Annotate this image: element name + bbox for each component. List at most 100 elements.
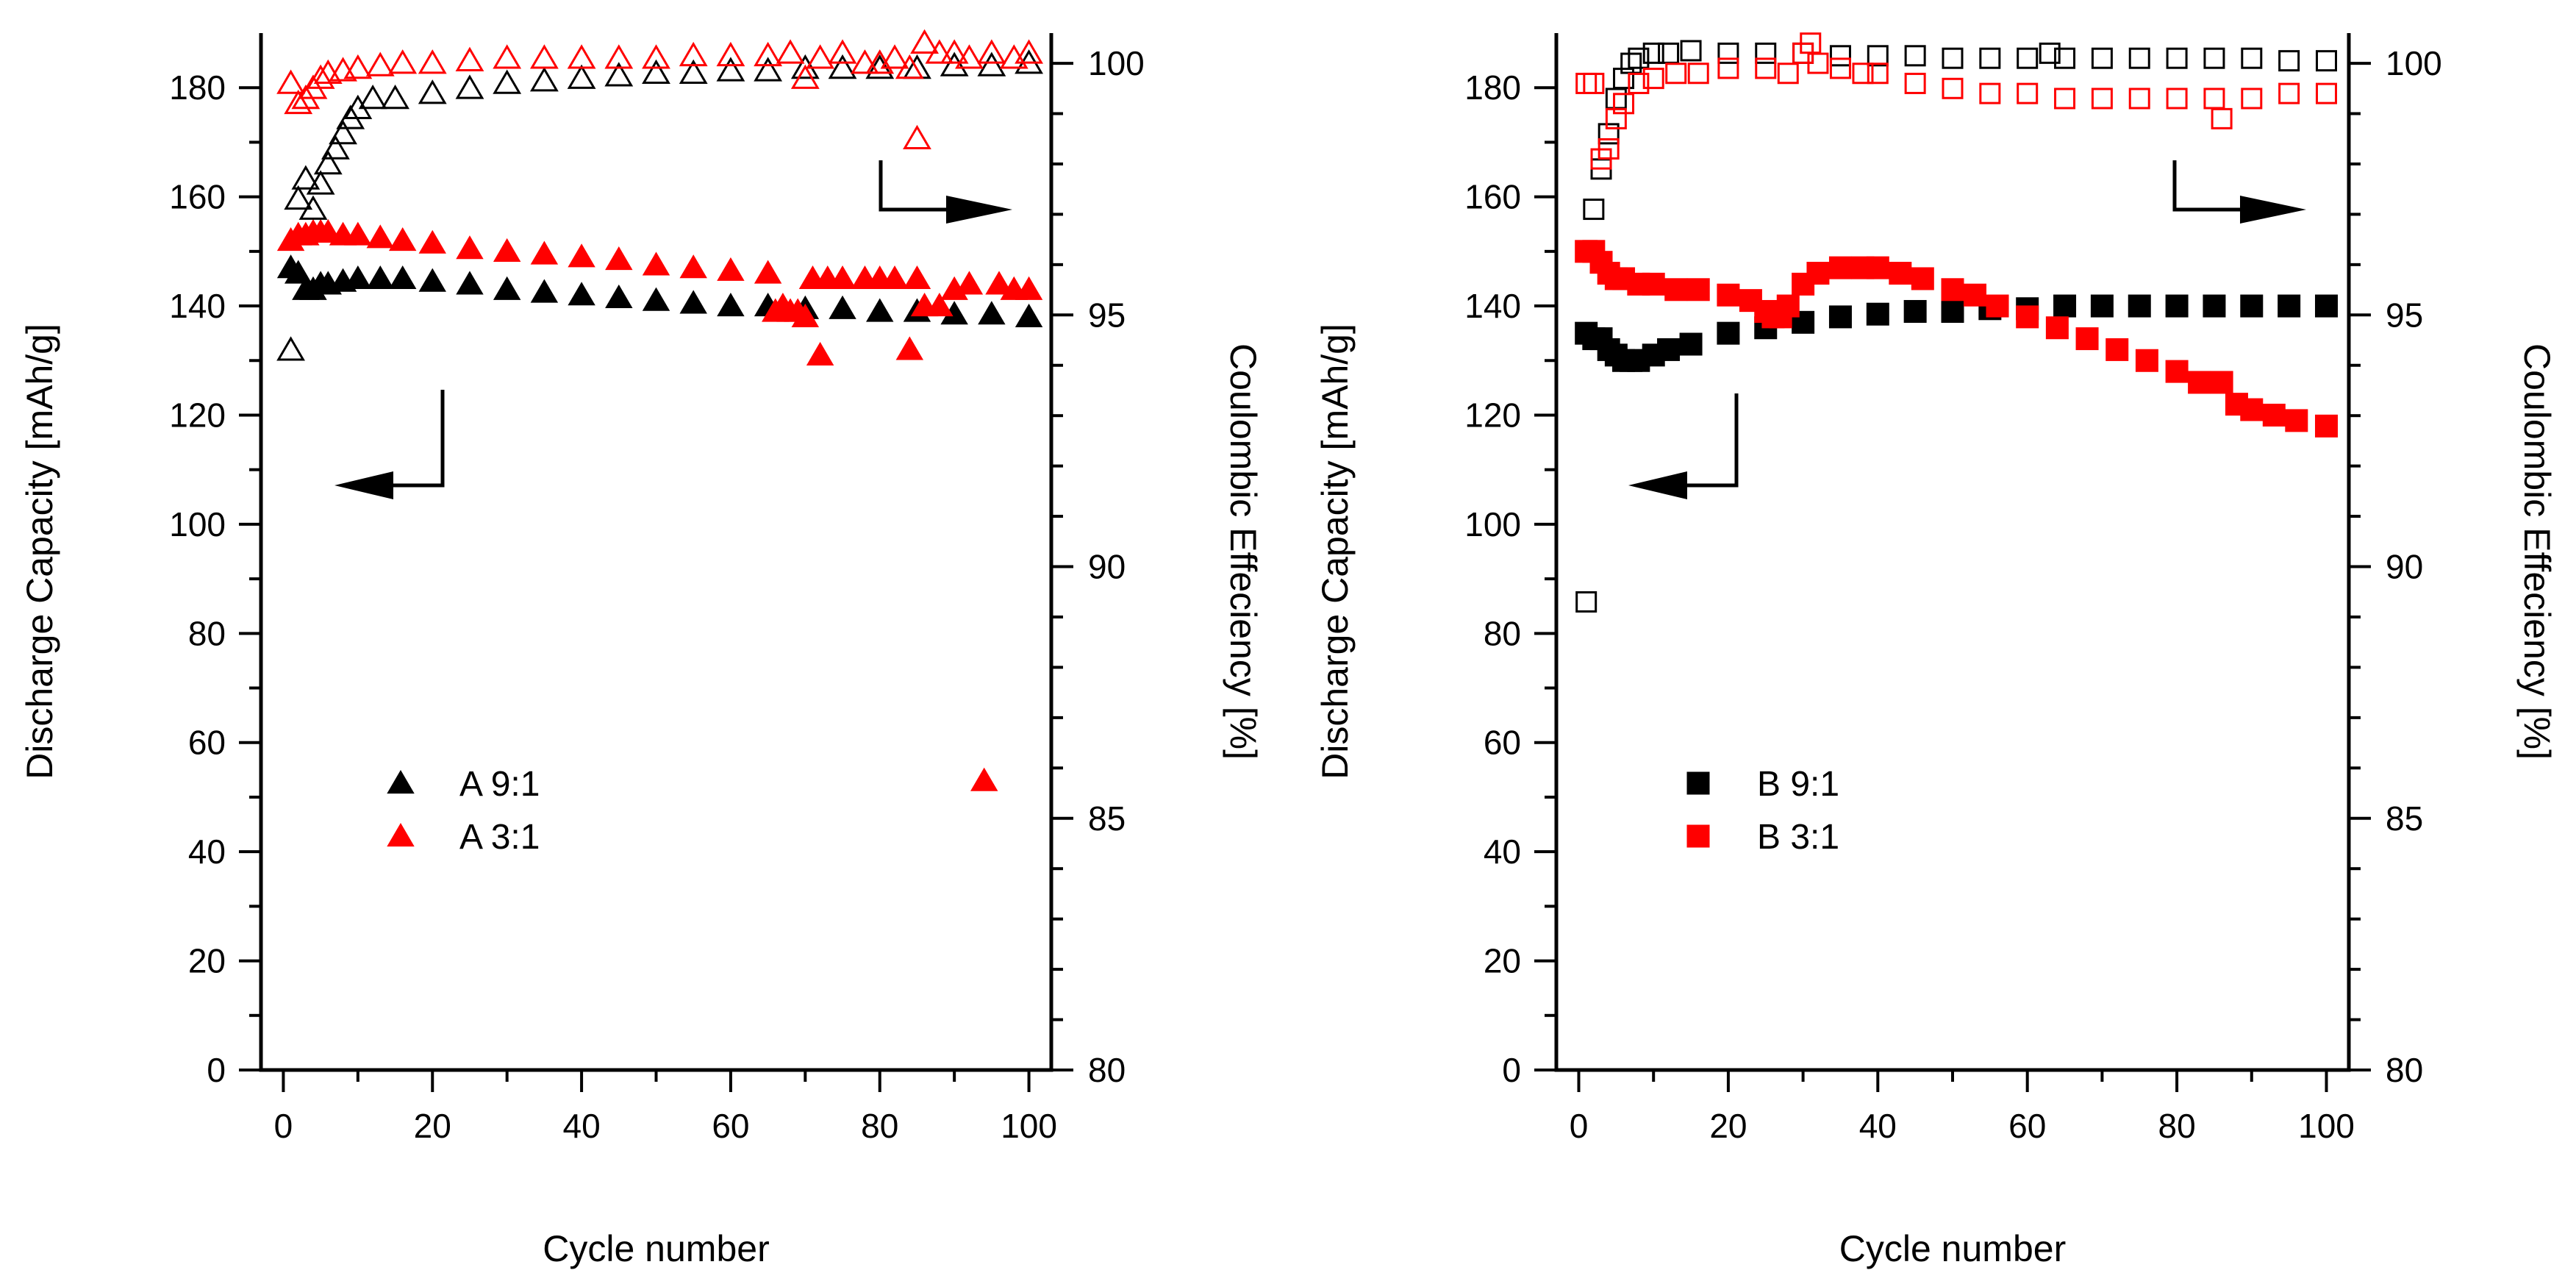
data-point <box>358 85 387 110</box>
y-left-tick-label: 40 <box>1484 832 1521 871</box>
y-left-axis-label: Discharge Capacity [mAh/g] <box>19 324 60 780</box>
data-point <box>284 185 313 210</box>
data-point <box>2314 414 2338 438</box>
y-left-tick-label: 80 <box>1484 614 1521 652</box>
data-point <box>604 62 634 87</box>
data-point <box>605 246 633 271</box>
data-point <box>2203 294 2226 318</box>
series-a-9-1-discharge-capacity <box>276 254 1043 327</box>
data-point <box>903 265 931 290</box>
y-left-tick-label: 120 <box>169 396 226 434</box>
left-axis-arrow-line <box>382 390 445 488</box>
data-point <box>366 224 394 249</box>
data-point <box>1717 283 1740 307</box>
data-point <box>493 44 522 69</box>
data-point <box>1613 93 1635 115</box>
data-point <box>1866 256 1889 279</box>
data-point <box>1964 283 1987 307</box>
data-point <box>2210 371 2233 394</box>
axis-frame <box>259 33 1053 1072</box>
right-axis-arrow-line <box>2172 160 2244 212</box>
data-point <box>1941 299 1964 323</box>
data-point <box>276 336 305 361</box>
legend-label: B 9:1 <box>1757 765 1839 804</box>
data-point <box>1680 40 1702 62</box>
legend-marker <box>1686 771 1710 795</box>
data-point <box>2203 88 2225 110</box>
data-point <box>1904 45 1926 67</box>
data-point <box>776 39 805 64</box>
data-point <box>1642 272 1665 296</box>
data-point <box>1642 68 1664 90</box>
data-point <box>1776 294 1800 318</box>
data-point <box>1598 138 1620 160</box>
y-left-tick-label: 60 <box>1484 724 1521 762</box>
axis-frame <box>1554 33 2351 1072</box>
x-tick-label: 20 <box>1709 1107 1747 1145</box>
data-point <box>2166 88 2188 110</box>
data-point <box>493 276 521 300</box>
data-point <box>1867 45 1889 67</box>
data-point <box>2135 349 2158 372</box>
data-point <box>1658 42 1680 64</box>
data-point <box>970 767 998 791</box>
y-left-axis-label: Discharge Capacity [mAh/g] <box>1314 324 1356 780</box>
x-tick-label: 20 <box>414 1107 451 1145</box>
y-right-tick-label: 100 <box>1088 44 1145 82</box>
data-point <box>455 46 484 71</box>
data-point <box>1620 52 1642 74</box>
data-point <box>1867 63 1889 85</box>
data-point <box>1679 332 1703 356</box>
data-point <box>716 57 745 82</box>
y-right-tick-label: 95 <box>1088 296 1126 334</box>
y-left-tick-label: 60 <box>188 724 226 762</box>
data-point <box>298 195 328 220</box>
data-point <box>895 54 924 79</box>
legend-marker <box>1686 824 1710 848</box>
left-axis-arrow-head <box>1628 471 1687 499</box>
y-left-tick-label: 180 <box>1464 68 1521 107</box>
data-point <box>313 149 343 175</box>
data-point <box>1942 77 1964 99</box>
data-point <box>880 44 909 69</box>
data-point <box>1903 299 1927 323</box>
data-point <box>2165 294 2189 318</box>
data-point <box>985 271 1013 295</box>
data-point <box>530 279 559 303</box>
y-right-tick-label: 85 <box>2386 799 2423 838</box>
x-tick-label: 60 <box>2008 1107 2046 1145</box>
x-axis-label: Cycle number <box>1839 1228 2066 1269</box>
data-point <box>851 49 879 74</box>
data-point <box>1986 294 2009 318</box>
y-left-tick-label: 140 <box>169 287 226 325</box>
y-right-tick-label: 95 <box>2386 296 2423 334</box>
data-point <box>2054 47 2076 69</box>
data-point <box>1657 338 1681 361</box>
x-tick-label: 40 <box>1859 1107 1897 1145</box>
data-point <box>829 265 856 290</box>
data-point <box>2165 360 2189 383</box>
y-left-tick-label: 160 <box>169 178 226 216</box>
data-point <box>456 271 484 295</box>
y-left-tick-label: 80 <box>188 614 226 652</box>
data-point <box>1598 123 1620 145</box>
data-point <box>2262 403 2286 427</box>
data-point <box>754 41 783 67</box>
data-point <box>567 44 596 69</box>
data-point <box>530 240 559 265</box>
data-point <box>925 39 954 64</box>
data-point <box>895 336 924 360</box>
y-left-tick-label: 20 <box>188 942 226 980</box>
data-point <box>2203 47 2225 69</box>
data-point <box>716 41 745 67</box>
data-point <box>284 260 312 284</box>
data-point <box>2241 88 2263 110</box>
data-point <box>2315 50 2337 72</box>
data-point <box>642 252 670 276</box>
data-point <box>1015 303 1043 327</box>
data-point <box>2017 82 2039 104</box>
data-point <box>1755 57 1777 79</box>
x-tick-label: 0 <box>1570 1107 1589 1145</box>
data-point <box>276 69 305 94</box>
